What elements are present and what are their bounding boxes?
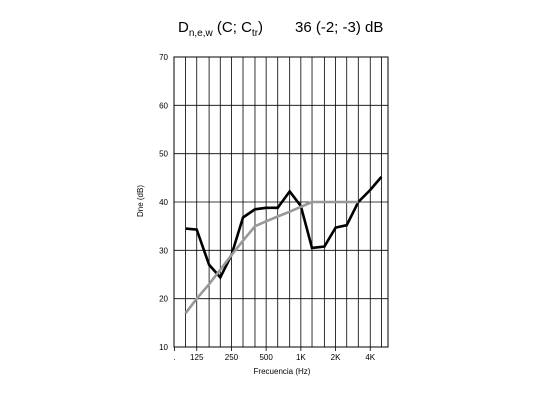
title-symbol: Dn,e,w (C; Ctr) bbox=[178, 19, 263, 39]
title-paren-subscript: tr bbox=[252, 28, 259, 39]
x-tick-label: . bbox=[173, 353, 175, 362]
x-tick-label: 1K bbox=[296, 353, 306, 362]
y-tick-labels: 10 20 30 40 50 60 70 bbox=[159, 53, 168, 352]
plot-frame bbox=[173, 56, 389, 348]
y-tick-label: 20 bbox=[159, 295, 168, 304]
x-axis-label: Frecuencia (Hz) bbox=[254, 367, 311, 376]
chart-title: Dn,e,w (C; Ctr) 36 (-2; -3) dB bbox=[178, 19, 383, 39]
title-value: 36 (-2; -3) dB bbox=[295, 19, 383, 36]
x-tick-label: 500 bbox=[259, 353, 273, 362]
y-tick-label: 30 bbox=[159, 246, 168, 255]
series-lines bbox=[184, 176, 383, 314]
y-axis-label: Dne (dB) bbox=[136, 185, 145, 217]
y-tick-label: 60 bbox=[159, 101, 168, 110]
x-tick-label: 125 bbox=[190, 353, 204, 362]
title-paren-open: (C; C bbox=[213, 19, 252, 36]
y-tick-label: 10 bbox=[159, 343, 168, 352]
title-symbol-subscript: n,e,w bbox=[189, 28, 214, 39]
x-tick-labels: . 125 250 500 1K 2K 4K bbox=[173, 347, 376, 362]
y-tick-label: 50 bbox=[159, 150, 168, 159]
title-symbol-main: D bbox=[178, 19, 189, 36]
y-tick-label: 40 bbox=[159, 198, 168, 207]
x-tick-label: 250 bbox=[225, 353, 239, 362]
title-paren-close: ) bbox=[258, 19, 263, 36]
x-tick-label: 2K bbox=[331, 353, 341, 362]
series-line-2 bbox=[184, 200, 359, 314]
x-tick-label: 4K bbox=[365, 353, 375, 362]
y-tick-label: 70 bbox=[159, 53, 168, 62]
series-line-1 bbox=[185, 176, 383, 280]
